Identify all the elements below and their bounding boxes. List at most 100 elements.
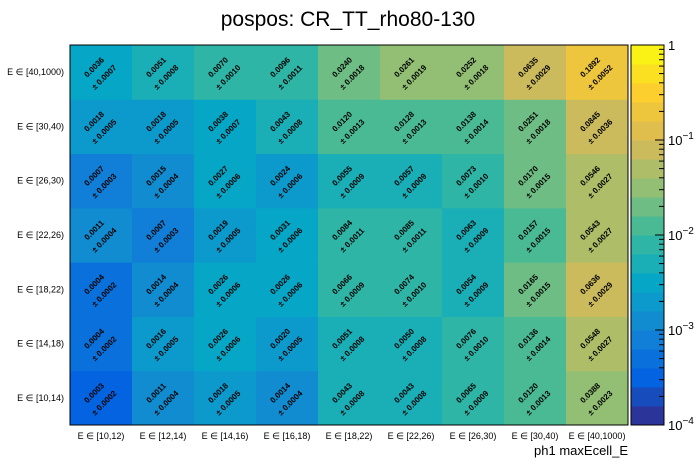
colorbar-segment [631,197,664,217]
heatmap-cell [380,370,443,426]
heatmap-cell [504,262,567,317]
y-tick-label: E ∈ [10,14) [17,393,64,403]
y-tick-label: E ∈ [30,40) [17,121,64,131]
x-tick-label: E ∈ [40,1000) [569,431,626,441]
heatmap-cell [442,262,505,317]
heatmap-cell [318,370,381,426]
colorbar-segment [631,311,664,331]
colorbar-segment [631,406,664,426]
colorbar-segment [631,178,664,198]
colorbar-segment [631,216,664,236]
colorbar-tick-base: 10 [668,228,682,243]
heatmap-cell [256,370,319,426]
heatmap-cell [194,316,257,372]
colorbar-segment [631,140,664,160]
heatmap-cell [380,45,443,100]
heatmap-cell [380,153,443,209]
chart-title: pospos: CR_TT_rho80-130 [221,8,475,31]
heatmap-cell [70,153,133,209]
colorbar-tick-exponent: −4 [682,416,694,427]
colorbar-segment [631,254,664,274]
heatmap-cell [256,316,319,372]
colorbar-tick-exponent: −3 [682,321,694,332]
heatmap-cell [132,153,195,209]
y-tick-label: E ∈ [22,26) [17,230,64,240]
x-tick-label: E ∈ [14,16) [202,431,249,441]
colorbar-segment [631,235,664,255]
heatmap-cell [256,45,319,100]
heatmap-cell [70,370,133,426]
x-tick-label: E ∈ [26,30) [450,431,497,441]
colorbar-tick-base: 10 [668,323,682,338]
colorbar-segment [631,368,664,388]
heatmap-cell [442,99,505,155]
y-tick-label: E ∈ [40,1000) [7,67,64,77]
heatmap-cell [318,99,381,155]
colorbar-segment [631,45,664,65]
heatmap-cell [194,370,257,426]
heatmap-cell [504,45,567,100]
plot-frame [69,44,629,426]
colorbar-tick-label: 10−3 [668,321,694,338]
heatmap-cell [442,153,505,209]
heatmap-cell [504,99,567,155]
heatmap-cell [132,99,195,155]
x-tick-label: E ∈ [30,40) [512,431,559,441]
heatmap-cell [194,207,257,263]
colorbar-segment [631,83,664,103]
colorbar-segment [631,292,664,312]
heatmap-cell [566,153,629,209]
color-scale-bar: 110−110−210−310−4 [630,38,694,433]
heatmap-cell [132,45,195,100]
heatmap-cell [132,262,195,317]
colorbar-tick-base: 10 [668,418,682,433]
heatmap-cell [504,207,567,263]
colorbar-tick-label: 10−1 [668,131,694,148]
heatmap-cell [256,262,319,317]
colorbar-segment [631,121,664,141]
colorbar-segment [631,102,664,122]
colorbar-tick-label: 10−4 [668,416,694,433]
heatmap-cell [194,45,257,100]
heatmap-cell [504,153,567,209]
heatmap-cell [380,99,443,155]
heatmap-cell [318,316,381,372]
colorbar-segment [631,159,664,179]
x-tick-label: E ∈ [18,22) [326,431,373,441]
heatmap-cell [132,316,195,372]
heatmap-cell [380,316,443,372]
x-tick-label: E ∈ [16,18) [264,431,311,441]
x-tick-label: E ∈ [22,26) [388,431,435,441]
heatmap-cell [318,262,381,317]
heatmap-cell [194,262,257,317]
heatmap-cell [442,316,505,372]
heatmap-cell [566,370,629,426]
heatmap-cell [318,207,381,263]
colorbar-segment [631,64,664,84]
heatmap-cell [566,99,629,155]
heatmap-cell [70,99,133,155]
heatmap-cell [442,45,505,100]
x-tick-labels: E ∈ [10,12) E ∈ [12,14) E ∈ [14,16) E ∈ [16… [78,431,626,441]
x-tick-label: E ∈ [12,14) [140,431,187,441]
heatmap-cell [70,262,133,317]
x-axis-label: ph1 maxEcell_E [534,443,628,458]
heatmap-cell [194,153,257,209]
heatmap-cell [566,262,629,317]
colorbar-segment [631,273,664,293]
heatmap-cell [504,370,567,426]
heatmap-cell [132,207,195,263]
heatmap-cell [256,153,319,209]
heatmap-cell [70,45,133,100]
heatmap-cell [380,262,443,317]
y-tick-label: E ∈ [14,18) [17,339,64,349]
heatmap-cell [132,370,195,426]
heatmap-cell [70,316,133,372]
colorbar-segment [631,387,664,407]
heatmap-cell [566,45,629,100]
heatmap-cell [194,99,257,155]
heatmap-cell [70,207,133,263]
colorbar-tick-base: 10 [668,133,682,148]
colorbar-segment [631,349,664,369]
